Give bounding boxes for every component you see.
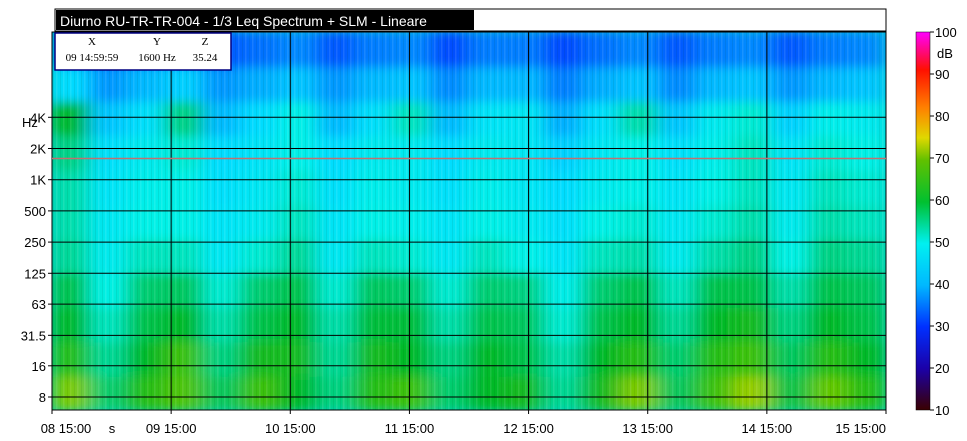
y-axis-label: Hz <box>22 115 38 130</box>
readout-y-label: Y <box>153 36 161 48</box>
colorbar-tick-label: 70 <box>935 151 949 166</box>
x-axis-label: s <box>109 421 116 436</box>
plot-border <box>51 31 887 411</box>
x-tick-label: 13 15:00 <box>622 421 673 436</box>
colorbar-tick-label: 60 <box>935 193 949 208</box>
x-tick-label: 10 15:00 <box>265 421 316 436</box>
y-tick-label: 16 <box>32 359 46 374</box>
readout-z-label: Z <box>202 36 209 48</box>
y-tick-label: 1K <box>30 173 46 188</box>
title-background <box>56 10 474 30</box>
readout-y-value: 1600 Hz <box>138 52 176 64</box>
colorbar-ticks: 10 20 30 40 50 60 70 80 90 100 <box>930 25 957 418</box>
readout-x-label: X <box>88 36 96 48</box>
x-tick-label: 09 15:00 <box>146 421 197 436</box>
x-tick-label: 15 15:00 <box>835 421 886 436</box>
colorbar-tick-label: 30 <box>935 319 949 334</box>
grid-lines <box>52 32 886 410</box>
colorbar-gradient <box>915 31 931 411</box>
colorbar-tick-label: 10 <box>935 403 949 418</box>
y-axis: 8 16 31.5 63 125 250 500 1K 2K 4K <box>21 110 52 405</box>
x-tick-label: 12 15:00 <box>503 421 554 436</box>
colorbar: 10 20 30 40 50 60 70 80 90 100 dB <box>915 25 957 418</box>
readout-z-value: 35.24 <box>193 52 218 64</box>
colorbar-tick-label: 100 <box>935 25 957 40</box>
colorbar-tick-label: 90 <box>935 67 949 82</box>
plot-area[interactable] <box>51 31 887 411</box>
chart-title: Diurno RU-TR-TR-004 - 1/3 Leq Spectrum +… <box>60 13 427 29</box>
x-axis: 08 15:00 09 15:00 10 15:00 11 15:00 12 15:00… <box>41 410 887 436</box>
colorbar-tick-label: 40 <box>935 277 949 292</box>
y-tick-label: 4K <box>30 110 46 125</box>
y-tick-label: 125 <box>24 266 46 281</box>
y-tick-label: 63 <box>32 297 46 312</box>
x-tick-label: 08 15:00 <box>41 421 92 436</box>
colorbar-tick-label: 20 <box>935 361 949 376</box>
y-tick-label: 31.5 <box>21 328 46 343</box>
texture-overlay <box>52 32 886 410</box>
colorbar-tick-label: 80 <box>935 109 949 124</box>
readout-x-value: 09 14:59:59 <box>66 52 119 64</box>
x-tick-label: 11 15:00 <box>385 421 435 436</box>
y-tick-label: 250 <box>24 235 46 250</box>
y-tick-label: 8 <box>39 390 46 405</box>
x-tick-label: 14 15:00 <box>742 421 793 436</box>
colorbar-label: dB <box>937 46 953 61</box>
y-tick-label: 500 <box>24 204 46 219</box>
colorbar-tick-label: 50 <box>935 235 949 250</box>
y-tick-label: 2K <box>30 141 46 156</box>
cursor-readout: X Y Z 09 14:59:59 1600 Hz 35.24 <box>54 32 232 71</box>
